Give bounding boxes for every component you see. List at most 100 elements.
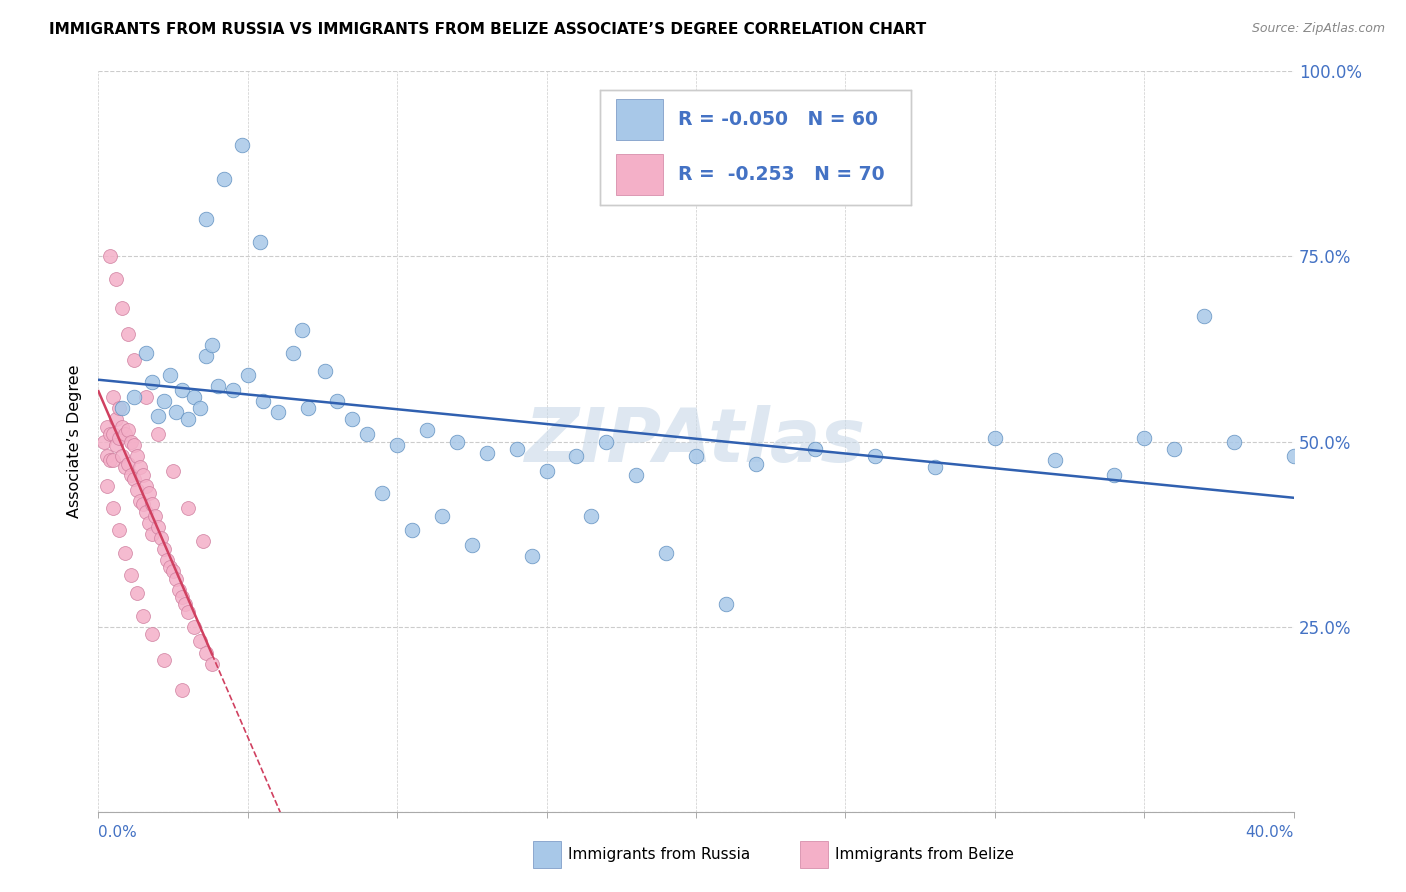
Point xyxy=(401,524,423,538)
Point xyxy=(141,498,163,512)
Point xyxy=(201,657,224,671)
Point xyxy=(120,567,142,582)
Point xyxy=(626,467,648,482)
Point xyxy=(520,549,543,564)
Point xyxy=(183,619,205,633)
Point xyxy=(685,450,707,464)
Point xyxy=(1043,453,1066,467)
Point xyxy=(96,450,118,464)
Point xyxy=(315,364,337,378)
Point xyxy=(1223,434,1246,449)
Point xyxy=(120,467,142,482)
Point xyxy=(127,483,149,497)
Point xyxy=(111,450,134,464)
Point xyxy=(714,598,737,612)
Point xyxy=(117,424,139,438)
Point xyxy=(108,524,131,538)
Point xyxy=(984,431,1007,445)
Point xyxy=(120,434,142,449)
Point xyxy=(138,486,160,500)
Point xyxy=(138,516,160,530)
Point xyxy=(595,434,617,449)
Point xyxy=(231,138,253,153)
Point xyxy=(162,564,184,578)
Point xyxy=(111,301,134,316)
Point xyxy=(188,401,211,416)
Y-axis label: Associate’s Degree: Associate’s Degree xyxy=(67,365,83,518)
Point xyxy=(148,427,170,442)
Point xyxy=(93,434,115,449)
Point xyxy=(96,479,118,493)
Text: 0.0%: 0.0% xyxy=(98,825,138,840)
Point xyxy=(461,538,484,552)
Point xyxy=(103,427,125,442)
Point xyxy=(249,235,271,249)
Point xyxy=(177,501,200,516)
Point xyxy=(129,493,152,508)
Point xyxy=(804,442,827,456)
Point xyxy=(148,409,170,423)
Point xyxy=(143,508,166,523)
Point xyxy=(114,460,136,475)
Point xyxy=(148,519,170,533)
Point xyxy=(114,546,136,560)
Point xyxy=(124,438,146,452)
Point xyxy=(100,427,122,442)
Point xyxy=(117,327,139,342)
Point xyxy=(297,401,319,416)
Point xyxy=(165,405,187,419)
Point xyxy=(100,250,122,264)
Point xyxy=(565,450,588,464)
Point xyxy=(111,401,134,416)
Point xyxy=(506,442,529,456)
Point xyxy=(745,457,768,471)
Text: Immigrants from Belize: Immigrants from Belize xyxy=(835,847,1014,862)
Point xyxy=(114,427,136,442)
Point xyxy=(416,424,439,438)
Point xyxy=(191,534,214,549)
Point xyxy=(201,338,224,352)
Point xyxy=(103,501,125,516)
Point xyxy=(124,353,146,368)
Point xyxy=(446,434,468,449)
Text: Immigrants from Russia: Immigrants from Russia xyxy=(568,847,751,862)
Point xyxy=(150,531,173,545)
Point xyxy=(252,393,274,408)
Point xyxy=(132,467,155,482)
Point xyxy=(159,368,181,382)
Point xyxy=(135,479,157,493)
Point xyxy=(129,460,152,475)
Point xyxy=(124,390,146,404)
Point xyxy=(111,419,134,434)
Point xyxy=(188,634,211,648)
Point xyxy=(141,627,163,641)
Point xyxy=(172,682,194,697)
Point xyxy=(153,541,176,556)
Point xyxy=(153,393,176,408)
Point xyxy=(172,383,194,397)
Point xyxy=(342,412,364,426)
Point xyxy=(132,498,155,512)
Point xyxy=(385,438,409,452)
Point xyxy=(195,646,218,660)
Point xyxy=(281,345,304,359)
Point xyxy=(141,527,163,541)
Point xyxy=(103,390,125,404)
Point xyxy=(127,450,149,464)
Point xyxy=(326,393,349,408)
Point xyxy=(135,390,157,404)
Point xyxy=(291,324,314,338)
Point xyxy=(581,508,603,523)
Point xyxy=(103,453,125,467)
Point xyxy=(212,171,235,186)
Point xyxy=(135,505,157,519)
Point xyxy=(655,546,678,560)
Point xyxy=(207,379,229,393)
Point xyxy=(108,431,131,445)
Point xyxy=(165,572,187,586)
Point xyxy=(356,427,378,442)
Point xyxy=(124,471,146,485)
Text: IMMIGRANTS FROM RUSSIA VS IMMIGRANTS FROM BELIZE ASSOCIATE’S DEGREE CORRELATION : IMMIGRANTS FROM RUSSIA VS IMMIGRANTS FRO… xyxy=(49,22,927,37)
Point xyxy=(236,368,259,382)
Point xyxy=(167,582,190,597)
